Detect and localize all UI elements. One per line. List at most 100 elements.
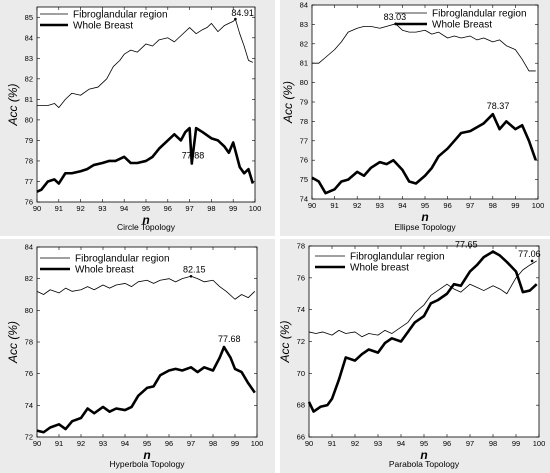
legend-label: Fibroglandular region [75,254,170,265]
x-tick-label: 96 [443,201,451,210]
annotation-label: 77.06 [518,249,541,259]
series-line-whole-breast [36,345,256,434]
y-tick-label: 82 [25,274,33,283]
x-tick-label: 93 [374,439,382,448]
annotation-marker [189,274,193,278]
y-tick-label: 83 [300,20,308,29]
chart-panel-2: 90 91 92 93 94 95 96 97 98 99 100 74 75 76 77 78 79 80 81 8… [280,0,550,236]
plot-area [36,246,258,438]
x-axis-label: n [421,210,428,224]
y-tick-label: 76 [25,198,33,207]
x-tick-label: 94 [121,439,129,448]
x-tick-label: 100 [533,439,546,448]
x-tick-label: 90 [33,204,41,213]
chart-caption: Hyperbola Topology [110,459,186,469]
plot-area [308,245,540,438]
x-tick-label: 99 [229,204,237,213]
annotation-label: 78.37 [487,101,510,111]
x-tick-label: 100 [532,201,545,210]
y-tick-label: 85 [25,13,33,22]
plot-area [36,6,256,203]
y-tick-label: 83 [25,54,33,63]
x-tick-label: 96 [443,439,451,448]
y-tick-label: 80 [25,306,33,315]
y-tick-label: 80 [25,115,33,124]
y-tick-label: 66 [297,433,305,442]
legend-label: Whole Breast [73,21,133,32]
x-tick-label: 91 [330,201,338,210]
y-axis-label: Acc (%) [6,321,20,364]
x-tick-label: 91 [55,439,63,448]
y-tick-label: 84 [25,243,33,252]
y-tick-label: 78 [297,242,305,251]
y-axis-label: Acc (%) [281,81,295,124]
legend-label: Fibroglandular region [350,252,445,263]
x-tick-label: 97 [185,204,193,213]
x-tick-label: 94 [397,439,405,448]
y-tick-label: 77 [25,177,33,186]
annotation-label: 83.03 [384,12,407,22]
y-tick-label: 76 [297,273,305,282]
annotation-marker [234,17,237,21]
series-line-whole-breast [307,250,538,413]
y-tick-label: 75 [300,175,308,184]
chart-caption: Ellipse Topology [394,222,456,232]
x-tick-label: 93 [99,439,107,448]
y-tick-label: 72 [297,337,305,346]
x-axis-label: n [420,448,427,462]
x-tick-label: 94 [398,201,406,210]
legend-label: Whole Breast [432,20,492,31]
y-tick-label: 82 [300,39,308,48]
x-tick-label: 99 [511,201,519,210]
y-axis-label: Acc (%) [6,83,20,126]
x-tick-label: 97 [466,439,474,448]
x-tick-label: 92 [353,201,361,210]
x-tick-label: 95 [420,439,428,448]
x-tick-label: 96 [164,204,172,213]
x-tick-label: 98 [489,201,497,210]
x-tick-label: 99 [512,439,520,448]
x-axis-label: n [142,213,149,227]
annotation-label: 77.68 [218,334,241,344]
legend-label: Fibroglandular region [73,10,168,21]
chart-caption: Parabola Topology [389,459,460,469]
y-tick-label: 79 [300,98,308,107]
series-line-fibroglandular [308,260,537,338]
x-tick-label: 90 [305,439,313,448]
y-axis-label: Acc (%) [278,320,292,363]
y-tick-label: 78 [25,338,33,347]
x-axis-label: n [143,448,150,462]
x-tick-label: 98 [209,439,217,448]
y-tick-label: 79 [25,136,33,145]
annotation-marker [491,250,495,253]
legend-label: Whole breast [350,263,409,274]
y-tick-label: 76 [25,369,33,378]
x-tick-label: 99 [231,439,239,448]
y-tick-label: 72 [25,433,33,442]
y-tick-label: 78 [300,117,308,126]
x-tick-label: 93 [98,204,106,213]
annotation-label: 77.65 [455,240,478,250]
chart-panel-3: 90 91 92 93 94 95 96 97 98 99 100 72 74 76 78 80 82 84 n Ac… [0,239,275,473]
y-tick-label: 74 [300,195,308,204]
x-tick-label: 95 [421,201,429,210]
y-tick-label: 68 [297,401,305,410]
x-tick-label: 91 [55,204,63,213]
y-tick-label: 70 [297,369,305,378]
y-tick-label: 74 [297,305,305,314]
x-tick-label: 92 [76,204,84,213]
annotation-marker [530,259,534,263]
x-tick-label: 92 [351,439,359,448]
y-tick-label: 81 [25,95,33,104]
series-line-whole-breast [36,126,255,193]
y-tick-label: 74 [25,401,33,410]
y-tick-label: 78 [25,156,33,165]
series-line-fibroglandular [312,23,536,72]
y-tick-label: 81 [300,59,308,68]
legend-label: Whole breast [75,265,134,276]
chart-panel-4: 90 91 92 93 94 95 96 97 98 99 100 66 68 70 72 74 76 78 n Ac… [278,239,550,473]
x-tick-label: 92 [77,439,85,448]
annotation-label: 84.91 [231,8,254,18]
x-tick-label: 90 [33,439,41,448]
